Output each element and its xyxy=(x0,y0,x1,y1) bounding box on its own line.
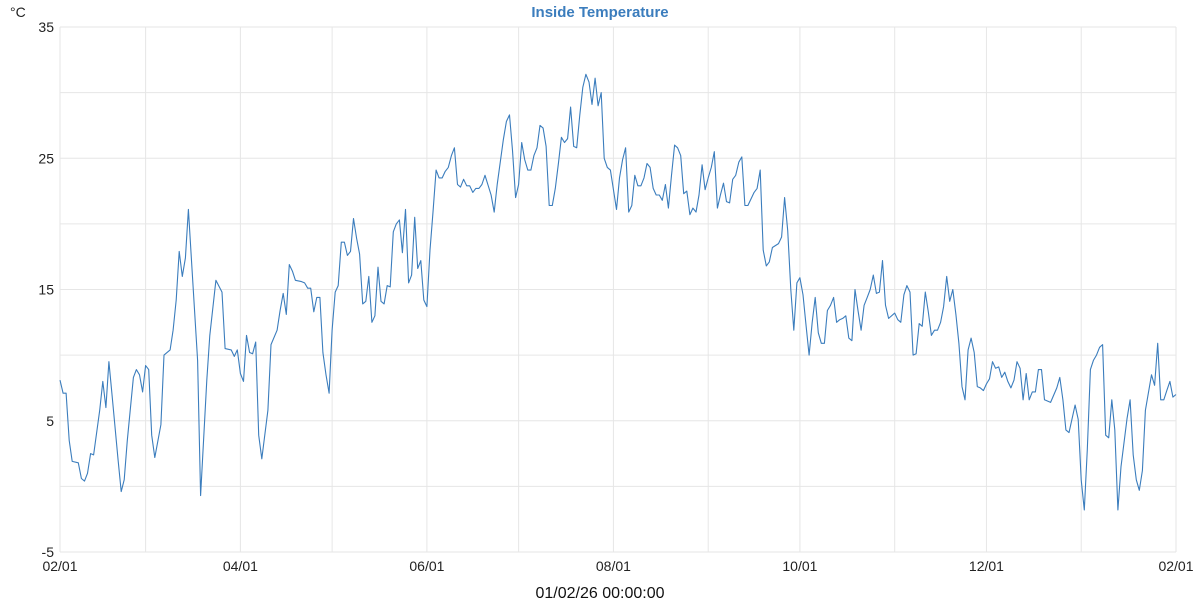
x-tick-labels: 02/01 04/01 06/01 08/01 10/01 12/01 02/01 xyxy=(42,558,1193,574)
y-axis-unit: °C xyxy=(10,4,26,20)
y-tick-label: 5 xyxy=(46,413,54,429)
y-tick-labels: -5 5 15 25 35 xyxy=(38,19,54,560)
x-tick-label: 06/01 xyxy=(409,558,444,574)
x-tick-label: 12/01 xyxy=(969,558,1004,574)
x-tick-label: 04/01 xyxy=(223,558,258,574)
y-tick-label: 25 xyxy=(38,150,54,166)
x-axis-label: 01/02/26 00:00:00 xyxy=(535,585,664,600)
x-tick-label: 02/01 xyxy=(42,558,77,574)
x-tick-label: 02/01 xyxy=(1158,558,1193,574)
grid xyxy=(59,26,1177,553)
y-tick-label: -5 xyxy=(42,544,55,560)
series-line xyxy=(59,73,1177,511)
y-tick-label: 15 xyxy=(38,282,54,298)
chart-title: Inside Temperature xyxy=(531,4,668,21)
x-tick-label: 10/01 xyxy=(782,558,817,574)
x-tick-label: 08/01 xyxy=(596,558,631,574)
y-tick-label: 35 xyxy=(38,19,54,35)
